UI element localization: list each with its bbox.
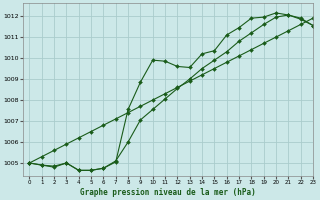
X-axis label: Graphe pression niveau de la mer (hPa): Graphe pression niveau de la mer (hPa) [80,188,256,197]
